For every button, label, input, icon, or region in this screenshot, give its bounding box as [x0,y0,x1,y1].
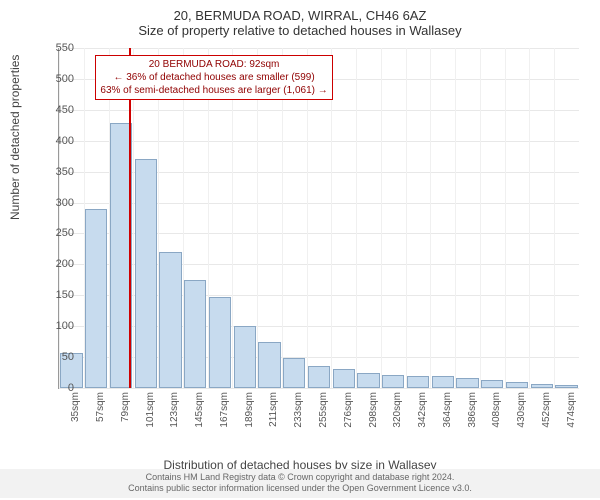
ytick-label: 300 [44,197,74,209]
ytick-label: 350 [44,166,74,178]
histogram-bar [135,159,157,388]
xtick-label: 145sqm [194,392,205,442]
annotation-line3: 63% of semi-detached houses are larger (… [100,84,327,97]
title-subtitle: Size of property relative to detached ho… [0,23,600,42]
xtick-label: 101sqm [145,392,156,442]
histogram-bar [209,297,231,388]
xtick-label: 189sqm [244,392,255,442]
histogram-bar [456,378,478,388]
gridline-h [59,110,579,111]
xtick-label: 35sqm [70,392,81,442]
histogram-bar [407,376,429,388]
histogram-bar [258,342,280,388]
xtick-label: 255sqm [318,392,329,442]
title-address: 20, BERMUDA ROAD, WIRRAL, CH46 6AZ [0,0,600,23]
xtick-label: 123sqm [169,392,180,442]
xtick-label: 474sqm [566,392,577,442]
gridline-v [505,48,506,388]
xtick-label: 364sqm [442,392,453,442]
gridline-h [59,388,579,389]
annotation-line1: 20 BERMUDA ROAD: 92sqm [100,58,327,71]
plot-area: 20 BERMUDA ROAD: 92sqm← 36% of detached … [58,48,579,389]
gridline-h [59,48,579,49]
gridline-h [59,141,579,142]
gridline-v [356,48,357,388]
xtick-label: 79sqm [120,392,131,442]
xtick-label: 298sqm [368,392,379,442]
footer-line2: Contains public sector information licen… [0,483,600,495]
footer-line1: Contains HM Land Registry data © Crown c… [0,472,600,484]
ytick-label: 400 [44,135,74,147]
histogram-bar [382,375,404,388]
ytick-label: 450 [44,104,74,116]
histogram-bar [357,373,379,388]
gridline-v [381,48,382,388]
histogram-bar [308,366,330,388]
gridline-v [480,48,481,388]
xtick-label: 452sqm [541,392,552,442]
histogram-bar [283,358,305,388]
xtick-label: 320sqm [392,392,403,442]
gridline-v [529,48,530,388]
ytick-label: 150 [44,289,74,301]
xtick-label: 430sqm [516,392,527,442]
gridline-v [455,48,456,388]
annotation-line2: ← 36% of detached houses are smaller (59… [100,71,327,84]
y-axis-label: Number of detached properties [8,55,22,220]
xtick-label: 342sqm [417,392,428,442]
footer: Contains HM Land Registry data © Crown c… [0,469,600,498]
ytick-label: 100 [44,320,74,332]
histogram-bar [234,326,256,388]
histogram-bar [481,380,503,388]
annotation-box: 20 BERMUDA ROAD: 92sqm← 36% of detached … [95,55,332,100]
xtick-label: 276sqm [343,392,354,442]
histogram-bar [159,252,181,388]
xtick-label: 386sqm [467,392,478,442]
ytick-label: 200 [44,258,74,270]
gridline-v [430,48,431,388]
histogram-bar [85,209,107,388]
histogram-bar [555,385,577,388]
chart-container: 20, BERMUDA ROAD, WIRRAL, CH46 6AZ Size … [0,0,600,500]
histogram-bar [184,280,206,388]
ytick-label: 250 [44,227,74,239]
histogram-bar [432,376,454,388]
xtick-label: 57sqm [95,392,106,442]
chart-area: 20 BERMUDA ROAD: 92sqm← 36% of detached … [58,48,578,388]
ytick-label: 500 [44,73,74,85]
gridline-v [59,48,60,388]
ytick-label: 50 [44,351,74,363]
xtick-label: 408sqm [491,392,502,442]
xtick-label: 233sqm [293,392,304,442]
histogram-bar [333,369,355,388]
gridline-v [406,48,407,388]
ytick-label: 550 [44,42,74,54]
gridline-v [554,48,555,388]
histogram-bar [506,382,528,388]
histogram-bar [531,384,553,388]
xtick-label: 167sqm [219,392,230,442]
xtick-label: 211sqm [268,392,279,442]
